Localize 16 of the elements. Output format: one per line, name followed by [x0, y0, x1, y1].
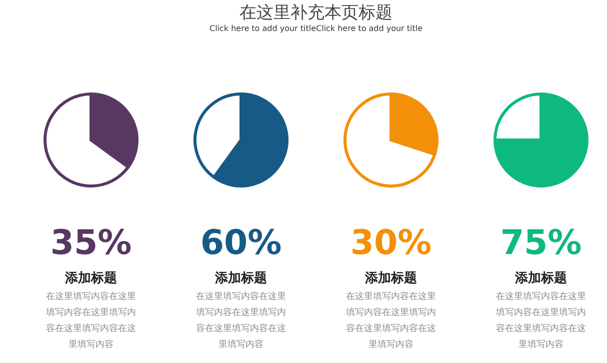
text: 添加标题 [64, 271, 117, 286]
text: 添加标题 [214, 271, 267, 286]
text: 35% [50, 223, 132, 263]
pie-slice [344, 92, 436, 188]
text: Click here to add your titleClick here to add your title [209, 24, 423, 33]
text: 在这里填写内容在这里填写内容在这里填写内容在这里填写内容在这里填写内容 [45, 291, 136, 350]
text: 30% [350, 223, 432, 263]
text: 在这里填写内容在这里填写内容在这里填写内容在这里填写内容在这里填写内容 [195, 291, 286, 350]
pie-slice [494, 92, 588, 188]
text: 75% [500, 223, 582, 263]
text: 添加标题 [514, 271, 567, 286]
text: 在这里补充本页标题 [240, 3, 392, 23]
text: 在这里填写内容在这里填写内容在这里填写内容在这里填写内容在这里填写内容 [495, 291, 586, 350]
text: 60% [200, 223, 282, 263]
text: 添加标题 [364, 271, 417, 286]
text: 在这里填写内容在这里填写内容在这里填写内容在这里填写内容在这里填写内容 [345, 291, 436, 350]
